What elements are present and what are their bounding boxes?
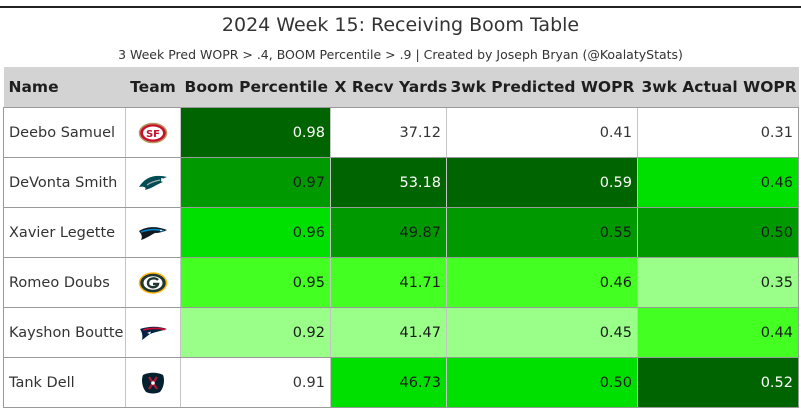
panthers-logo-icon	[139, 226, 167, 240]
chart-title: 2024 Week 15: Receiving Boom Table	[221, 14, 580, 36]
column-header-name: Name	[3, 67, 126, 108]
boom-percentile-cell: 0.91	[180, 357, 331, 408]
column-header-3wk-predicted-wopr: 3wk Predicted WOPR	[446, 67, 638, 108]
player-name: Deebo Samuel	[3, 107, 126, 158]
column-header-3wk-actual-wopr: 3wk Actual WOPR	[637, 67, 799, 108]
chart-subtitle: 3 Week Pred WOPR > .4, BOOM Percentile >…	[118, 47, 683, 62]
actual-wopr-cell: 0.44	[637, 307, 799, 358]
boom-percentile-cell: 0.92	[180, 307, 331, 358]
packers-logo-icon	[138, 271, 168, 294]
patriots-logo-icon	[140, 326, 167, 340]
team-cell: SF	[125, 107, 181, 158]
top-rule	[0, 6, 801, 8]
player-name: DeVonta Smith	[3, 157, 126, 208]
player-name: Xavier Legette	[3, 207, 126, 258]
predicted-wopr-cell: 0.55	[446, 207, 638, 258]
x-recv-yards-cell: 53.18	[330, 157, 447, 208]
table-row: DeVonta Smith 0.97 53.18 0.59 0.46	[3, 157, 799, 208]
player-name: Tank Dell	[3, 357, 126, 408]
x-recv-yards-cell: 41.47	[330, 307, 447, 358]
table-row: Romeo Doubs 0.95 41.71 0.46 0.35	[3, 257, 799, 308]
boom-percentile-cell: 0.96	[180, 207, 331, 258]
actual-wopr-cell: 0.35	[637, 257, 799, 308]
boom-percentile-cell: 0.97	[180, 157, 331, 208]
predicted-wopr-cell: 0.59	[446, 157, 638, 208]
predicted-wopr-cell: 0.41	[446, 107, 638, 158]
predicted-wopr-cell: 0.45	[446, 307, 638, 358]
svg-text:SF: SF	[146, 129, 160, 140]
team-cell	[125, 257, 181, 308]
table-header-row: Name Team Boom Percentile X Recv Yards 3…	[3, 67, 799, 108]
x-recv-yards-cell: 41.71	[330, 257, 447, 308]
boom-table: Name Team Boom Percentile X Recv Yards 3…	[3, 67, 799, 408]
player-name: Romeo Doubs	[3, 257, 126, 308]
boom-percentile-cell: 0.95	[180, 257, 331, 308]
column-header-boom-percentile: Boom Percentile	[180, 67, 331, 108]
team-cell	[125, 207, 181, 258]
x-recv-yards-cell: 46.73	[330, 357, 447, 408]
team-cell	[125, 357, 181, 408]
actual-wopr-cell: 0.52	[637, 357, 799, 408]
actual-wopr-cell: 0.46	[637, 157, 799, 208]
49ers-logo-icon: SF	[138, 122, 168, 143]
column-header-team: Team	[125, 67, 181, 108]
player-name: Kayshon Boutte	[3, 307, 126, 358]
table-row: Kayshon Boutte 0.92 41.47 0.45 0.44	[3, 307, 799, 358]
column-header-x-recv-yards: X Recv Yards	[330, 67, 447, 108]
x-recv-yards-cell: 37.12	[330, 107, 447, 158]
actual-wopr-cell: 0.31	[637, 107, 799, 158]
table-row: Tank Dell 0.91 46.73 0.50 0.52	[3, 357, 799, 408]
x-recv-yards-cell: 49.87	[330, 207, 447, 258]
boom-percentile-cell: 0.98	[180, 107, 331, 158]
team-cell	[125, 307, 181, 358]
eagles-logo-icon	[139, 175, 167, 190]
team-cell	[125, 157, 181, 208]
predicted-wopr-cell: 0.46	[446, 257, 638, 308]
table-row: Deebo Samuel SF 0.98 37.12 0.41 0.31	[3, 107, 799, 158]
predicted-wopr-cell: 0.50	[446, 357, 638, 408]
actual-wopr-cell: 0.50	[637, 207, 799, 258]
texans-logo-icon	[142, 372, 164, 393]
table-row: Xavier Legette 0.96 49.87 0.55 0.50	[3, 207, 799, 258]
